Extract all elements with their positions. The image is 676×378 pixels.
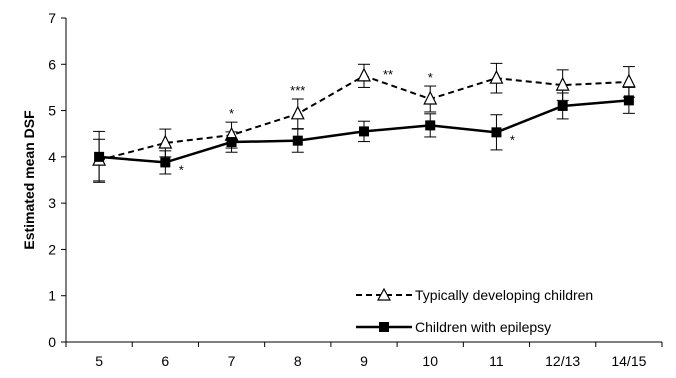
- x-tick-label: 11: [489, 353, 504, 369]
- y-axis-label: Estimated mean DSF: [21, 110, 37, 250]
- y-tick-label: 0: [48, 334, 56, 350]
- data-point-triangle: [357, 67, 371, 82]
- legend-label-typically-developing: Typically developing children: [415, 287, 593, 303]
- x-tick-label: 12/13: [545, 353, 580, 369]
- data-point-square: [491, 127, 502, 138]
- y-axis-label-group: Estimated mean DSF: [21, 110, 37, 250]
- y-tick-label: 2: [48, 241, 56, 257]
- data-point-triangle: [158, 134, 173, 149]
- data-point-square: [425, 120, 436, 131]
- y-tick-label: 6: [48, 56, 56, 72]
- data-point-triangle: [621, 73, 636, 88]
- legend-marker-triangle: [376, 287, 392, 301]
- x-tick-label: 10: [422, 353, 438, 369]
- x-tick-label: 9: [360, 353, 368, 369]
- significance-marker: *: [179, 162, 184, 177]
- x-tick-label: 7: [228, 353, 236, 369]
- y-tick-label: 3: [48, 195, 56, 211]
- x-tick-label: 8: [294, 353, 302, 369]
- data-point-square: [292, 135, 303, 146]
- significance-marker: *: [510, 132, 515, 147]
- significance-annotations: ******* **: [179, 67, 515, 178]
- legend: Typically developing children Children w…: [356, 287, 593, 335]
- data-point-triangle: [489, 69, 504, 84]
- x-tick-label: 5: [95, 353, 103, 369]
- series-line-0: [98, 74, 629, 162]
- series-lines: [98, 74, 629, 164]
- axes: [61, 17, 663, 347]
- significance-marker: *: [428, 70, 433, 85]
- data-point-triangle: [423, 90, 438, 105]
- y-tick-label: 4: [48, 149, 56, 165]
- series-markers: [92, 67, 636, 168]
- significance-marker: **: [383, 67, 393, 82]
- data-point-square: [94, 151, 105, 162]
- data-point-square: [557, 100, 568, 111]
- data-point-square: [160, 157, 171, 168]
- data-point-triangle: [555, 76, 570, 91]
- significance-marker: ***: [290, 83, 305, 98]
- data-point-square: [226, 137, 237, 148]
- data-point-triangle: [290, 105, 305, 120]
- x-tick-labels: 5 6 7 8 9 10 11 12/13 14/15: [95, 353, 646, 369]
- y-tick-label: 5: [48, 103, 56, 119]
- y-tick-label: 1: [48, 288, 56, 304]
- data-point-square: [359, 126, 369, 137]
- x-tick-label: 6: [161, 353, 169, 369]
- legend-label-epilepsy: Children with epilepsy: [415, 319, 551, 335]
- legend-marker-square: [379, 322, 389, 332]
- significance-marker: *: [229, 106, 234, 121]
- x-tick-label: 14/15: [611, 353, 646, 369]
- y-tick-labels: 0 1 2 3 4 5 6 7: [48, 10, 56, 350]
- y-tick-label: 7: [48, 10, 56, 26]
- data-point-square: [623, 95, 634, 106]
